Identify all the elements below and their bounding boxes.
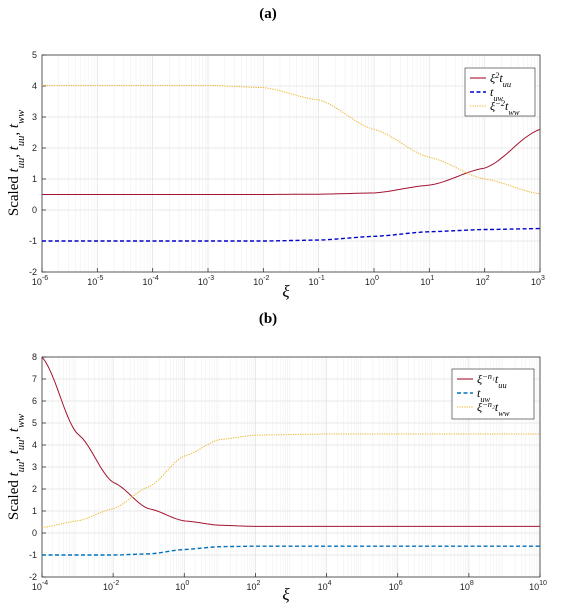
y-tick-label: -2 [29, 572, 37, 582]
x-tick-label: 108 [460, 580, 474, 592]
x-tick-label: 10-4 [32, 580, 48, 592]
chart-b: 10-4 10-2 100 102 104 106 108 1010 -2 -1 0 1 2 3 4 5 6 7 8… [6, 352, 547, 604]
x-tick-label: 1010 [529, 580, 547, 592]
x-tick-label: 10-4 [143, 275, 159, 287]
panel-a-label: (a) [259, 6, 277, 22]
legend-box [451, 368, 535, 420]
y-tick-label: 3 [32, 462, 37, 472]
legend-label: ξ2tuu [490, 71, 511, 89]
y-tick-label: -1 [29, 550, 37, 560]
y-axis-label: Scaled tuu, tuu, tww [6, 110, 27, 216]
legend-label: tuw [477, 386, 491, 404]
x-tick-label: 102 [246, 580, 260, 592]
y-tick-label: 1 [32, 174, 37, 184]
y-tick-label: 4 [32, 81, 37, 91]
plot-area [42, 55, 540, 272]
y-tick-label: -1 [29, 236, 37, 246]
x-tick-label: 10-2 [253, 275, 269, 287]
x-tick-label: 106 [389, 580, 403, 592]
y-tick-label: -2 [29, 267, 37, 277]
chart-a: 10-6 10-5 10-4 10-3 10-2 10-1 100 101 102 103-2-1… [6, 50, 545, 301]
y-tick-label: 1 [32, 506, 37, 516]
x-tick-label: 100 [175, 580, 189, 592]
y-tick-label: 5 [32, 418, 37, 428]
y-tick-label: 3 [32, 112, 37, 122]
y-tick-label: 2 [32, 484, 37, 494]
x-tick-label: 10-1 [309, 275, 325, 287]
legend-label: ξ−2tww [490, 99, 520, 117]
y-tick-label: 7 [32, 374, 37, 384]
legend-label: tuw [490, 85, 504, 103]
series-line-3 [42, 84, 540, 195]
axes-box [41, 54, 541, 273]
y-tick-label: 6 [32, 396, 37, 406]
x-tick-label: 10-5 [87, 275, 103, 287]
x-tick-label: 10-6 [32, 275, 48, 287]
y-tick-label: 2 [32, 143, 37, 153]
y-tick-label: 0 [32, 528, 37, 538]
x-tick-label: 101 [420, 275, 434, 287]
x-axis-label: ξ [282, 282, 290, 301]
y-tick-label: 8 [32, 352, 37, 362]
series-line-2 [42, 227, 540, 242]
y-tick-label: 5 [32, 50, 37, 60]
legend-label: ξ−n₁tuu [477, 372, 507, 390]
x-tick-label: 100 [365, 275, 379, 287]
x-tick-label: 103 [531, 275, 545, 287]
series-line-1 [42, 357, 540, 527]
x-tick-label: 102 [476, 275, 490, 287]
x-tick-label: 104 [318, 580, 332, 592]
series-line-1 [42, 128, 540, 195]
panel-b-label: (b) [259, 311, 277, 327]
y-tick-label: 0 [32, 205, 37, 215]
legend-label: ξ−n₂tww [477, 400, 510, 418]
y-tick-label: 4 [32, 440, 37, 450]
series-line-3 [42, 433, 540, 528]
x-tick-label: 10-3 [198, 275, 214, 287]
x-tick-label: 10-2 [103, 580, 119, 592]
x-axis-label: ξ [282, 585, 290, 604]
y-axis-label: Scaled tuu, tuu, tww [6, 414, 27, 520]
series-line-2 [42, 545, 540, 556]
